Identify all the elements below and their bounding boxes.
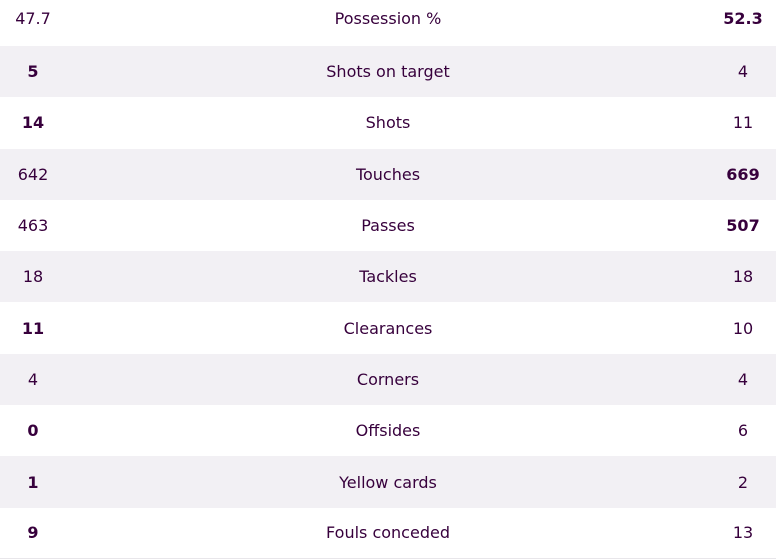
stat-label: Touches	[355, 164, 421, 184]
stat-row: 18 Tackles 18	[0, 251, 776, 303]
stat-row: 642 Touches 669	[0, 148, 776, 200]
home-value: 642	[17, 164, 49, 184]
away-value: 2	[737, 472, 749, 492]
stat-label: Corners	[356, 369, 420, 389]
home-value: 18	[22, 267, 44, 287]
home-value: 0	[27, 421, 39, 441]
away-value: 507	[726, 216, 760, 236]
away-value: 10	[732, 318, 754, 338]
stat-row: 0 Offsides 6	[0, 405, 776, 456]
stat-label: Clearances	[343, 318, 433, 338]
stat-label: Tackles	[359, 267, 417, 287]
home-value: 4	[27, 369, 39, 389]
stat-row: 47.7 Possession % 52.3	[0, 0, 776, 46]
away-value: 669	[726, 164, 760, 184]
stat-label: Shots	[365, 113, 411, 133]
home-value: 9	[27, 523, 39, 543]
home-value: 1	[27, 472, 39, 492]
home-value: 14	[21, 113, 45, 133]
home-value: 47.7	[15, 9, 51, 28]
stat-row: 463 Passes 507	[0, 200, 776, 251]
stat-label: Yellow cards	[339, 472, 437, 492]
away-value: 13	[732, 523, 754, 543]
away-value: 4	[737, 62, 749, 82]
stat-row: 9 Fouls conceded 13	[0, 508, 776, 559]
stat-row: 14 Shots 11	[0, 97, 776, 148]
stat-label: Possession %	[334, 9, 442, 28]
stat-row: 4 Corners 4	[0, 353, 776, 406]
stat-label: Passes	[361, 216, 415, 236]
away-value: 52.3	[723, 9, 763, 28]
stat-row: 1 Yellow cards 2	[0, 456, 776, 508]
away-value: 4	[737, 369, 749, 389]
home-value: 463	[17, 216, 49, 236]
home-value: 11	[21, 318, 45, 338]
away-value: 11	[732, 113, 754, 133]
stat-row: 5 Shots on target 4	[0, 46, 776, 98]
stat-label: Shots on target	[326, 62, 450, 82]
stat-label: Fouls conceded	[326, 523, 450, 543]
stat-row: 11 Clearances 10	[0, 302, 776, 353]
home-value: 5	[27, 62, 39, 82]
away-value: 18	[732, 267, 754, 287]
away-value: 6	[737, 421, 749, 441]
stat-label: Offsides	[355, 421, 421, 441]
